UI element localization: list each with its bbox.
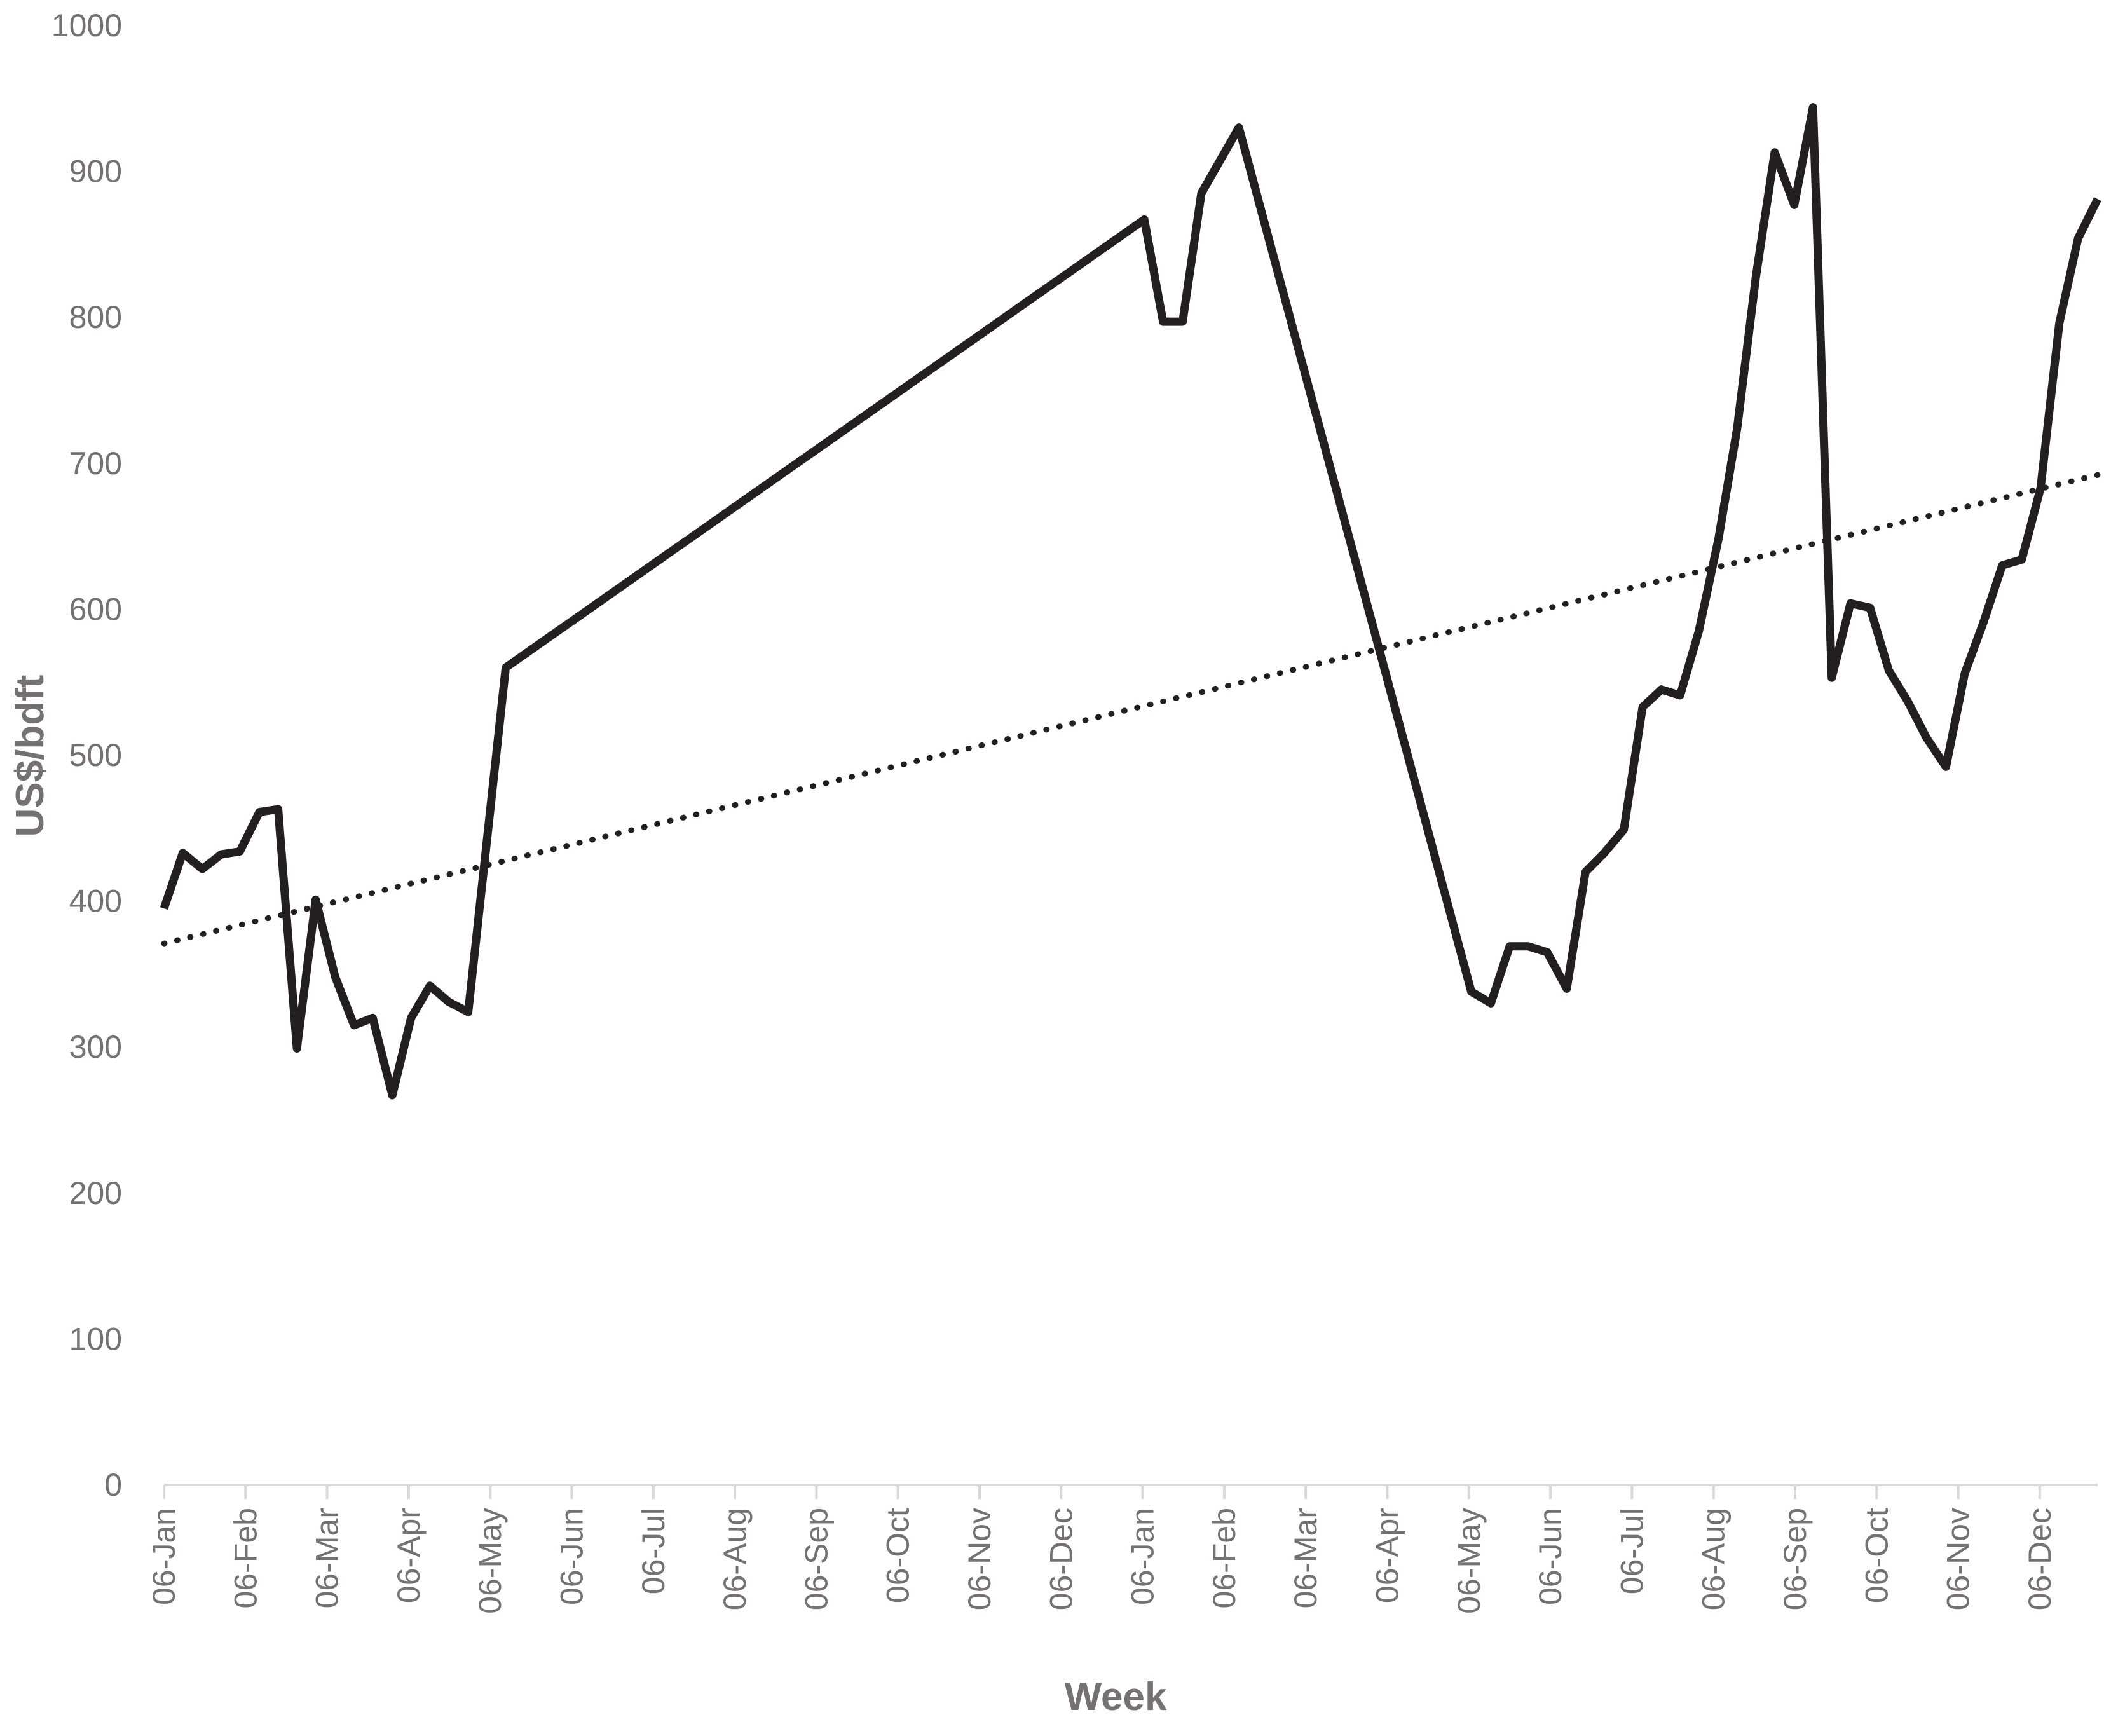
y-tick-label: 100 xyxy=(69,1321,122,1357)
y-tick-label: 1000 xyxy=(51,8,122,43)
x-tick-label: 06-Sep xyxy=(1777,1508,1813,1610)
y-tick-label: 400 xyxy=(69,884,122,919)
x-tick-label: 06-Apr xyxy=(391,1508,427,1603)
x-tick-label: 06-Jul xyxy=(636,1508,671,1594)
trend-line xyxy=(161,472,2101,947)
x-tick-label: 06-Jan xyxy=(1125,1508,1161,1605)
y-tick-label: 300 xyxy=(69,1029,122,1065)
x-tick-label: 06-May xyxy=(472,1508,508,1614)
x-tick-label: 06-Jul xyxy=(1614,1508,1650,1594)
x-tick-label: 06-Nov xyxy=(962,1508,997,1610)
x-tick-label: 06-Sep xyxy=(798,1508,834,1610)
x-tick-label: 06-Jun xyxy=(554,1508,590,1605)
x-axis-ticks: 06-Jan 06-Feb 06-Mar 06-Apr 06-May 06-Jun 06-J… xyxy=(146,1485,2058,1614)
x-tick-label: 06-Feb xyxy=(228,1508,263,1608)
x-tick-label: 06-Feb xyxy=(1206,1508,1242,1608)
y-tick-label: 500 xyxy=(69,737,122,773)
x-tick-label: 06-Dec xyxy=(2022,1508,2058,1610)
y-axis-ticks: 0 100 200 300 400 500 600 700 800 900 1000 xyxy=(51,8,122,1503)
x-tick-label: 06-Aug xyxy=(1696,1508,1732,1610)
x-tick-label: 06-Dec xyxy=(1043,1508,1079,1610)
y-tick-label: 900 xyxy=(69,154,122,189)
series-layer xyxy=(160,103,2101,1100)
y-tick-label: 0 xyxy=(104,1467,122,1503)
x-tick-label: 06-May xyxy=(1451,1508,1487,1614)
x-tick-label: 06-Oct xyxy=(880,1508,916,1603)
y-tick-label: 600 xyxy=(69,591,122,627)
y-axis-title: US$/bdft xyxy=(8,675,52,837)
x-tick-label: 06-Apr xyxy=(1370,1508,1405,1603)
x-tick-label: 06-Mar xyxy=(1288,1508,1323,1608)
x-tick-label: 06-Jun xyxy=(1533,1508,1568,1605)
x-tick-label: 06-Jan xyxy=(146,1508,182,1605)
x-axis-title: Week xyxy=(1065,1675,1167,1719)
price-series-line xyxy=(160,103,2101,1100)
x-tick-label: 06-Nov xyxy=(1941,1508,1976,1610)
x-tick-label: 06-Mar xyxy=(310,1508,345,1608)
x-tick-label: 06-Aug xyxy=(717,1508,753,1610)
x-tick-label: 06-Oct xyxy=(1859,1508,1894,1603)
y-tick-label: 200 xyxy=(69,1175,122,1211)
y-tick-label: 800 xyxy=(69,299,122,335)
y-tick-label: 700 xyxy=(69,446,122,481)
